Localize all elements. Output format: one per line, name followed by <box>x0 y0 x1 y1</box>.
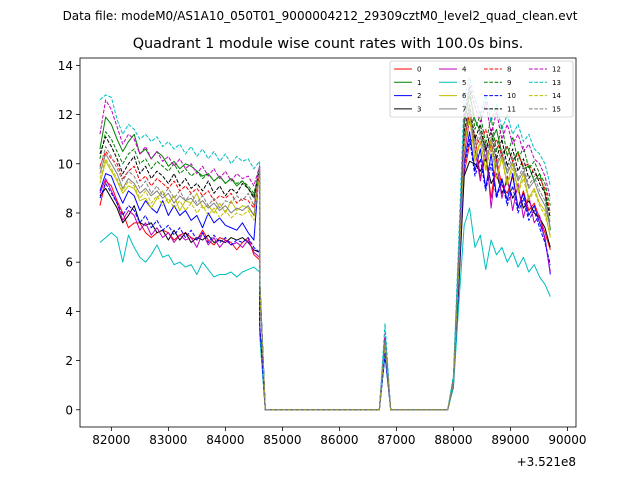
x-tick-label-84000: 84000 <box>206 433 244 447</box>
x-tick-label-86000: 86000 <box>320 433 358 447</box>
y-tick-label-8: 8 <box>65 206 73 220</box>
series-line-10 <box>99 138 551 411</box>
x-tick-label-89000: 89000 <box>491 433 529 447</box>
y-tick-label-10: 10 <box>58 157 73 171</box>
legend-label-7: 7 <box>462 105 466 113</box>
chart-title: Quadrant 1 module wise count rates with … <box>133 36 524 52</box>
legend-label-8: 8 <box>507 66 511 74</box>
x-tick-label-83000: 83000 <box>149 433 187 447</box>
legend-label-2: 2 <box>417 92 421 100</box>
legend-label-5: 5 <box>462 79 466 87</box>
legend-label-9: 9 <box>507 79 511 87</box>
legend-label-12: 12 <box>552 66 561 74</box>
x-tick-label-87000: 87000 <box>377 433 415 447</box>
plot-frame <box>79 57 577 428</box>
legend-label-3: 3 <box>417 105 421 113</box>
legend-label-11: 11 <box>507 105 516 113</box>
x-tick-label-90000: 90000 <box>548 433 586 447</box>
figure-suptitle: Data file: modeM0/AS1A10_050T01_90000042… <box>63 9 578 23</box>
series-layer <box>99 77 551 411</box>
legend-label-13: 13 <box>552 79 561 87</box>
legend-label-4: 4 <box>462 66 467 74</box>
y-tick-label-12: 12 <box>58 108 73 122</box>
y-tick-label-6: 6 <box>65 256 73 270</box>
y-tick-label-4: 4 <box>65 305 73 319</box>
y-tick-label-14: 14 <box>58 59 73 73</box>
legend-label-0: 0 <box>417 66 421 74</box>
y-tick-label-0: 0 <box>65 403 73 417</box>
legend-label-10: 10 <box>507 92 516 100</box>
series-line-15 <box>99 106 551 411</box>
legend-label-15: 15 <box>552 105 561 113</box>
x-tick-label-85000: 85000 <box>263 433 301 447</box>
axes-layer: 82000 83000 84000 85000 86000 87000 88000 89000… <box>58 57 587 447</box>
x-tick-label-88000: 88000 <box>434 433 472 447</box>
legend-label-14: 14 <box>552 92 561 100</box>
legend-label-6: 6 <box>462 92 467 100</box>
legend-frame <box>389 60 574 118</box>
x-tick-label-82000: 82000 <box>92 433 130 447</box>
x-axis-offset-label: +3.521e8 <box>517 455 576 469</box>
y-tick-label-2: 2 <box>65 354 73 368</box>
series-line-14 <box>99 119 551 411</box>
legend-label-1: 1 <box>417 79 421 87</box>
